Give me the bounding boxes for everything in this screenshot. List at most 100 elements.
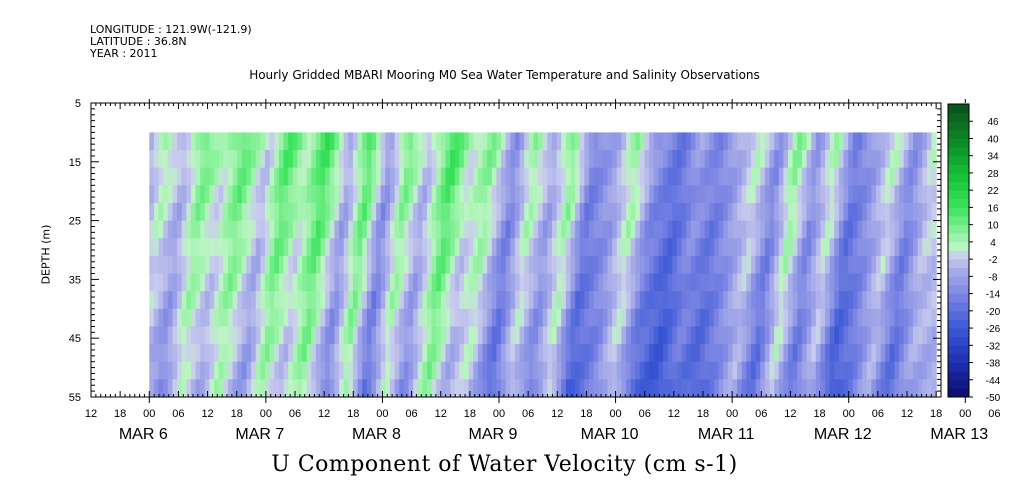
heat-cell (218, 344, 224, 363)
heat-cell (473, 326, 479, 345)
heat-cell (903, 273, 909, 292)
heat-cell (616, 361, 622, 380)
heat-cell (709, 344, 715, 363)
heat-cell (491, 202, 498, 222)
heat-cell (260, 308, 266, 328)
heat-cell (713, 291, 720, 310)
heat-cell (445, 255, 451, 275)
heat-cell (681, 185, 687, 204)
heat-cell (297, 150, 303, 169)
heat-cell (843, 255, 849, 275)
heat-cell (237, 361, 243, 380)
heat-cell (371, 150, 377, 169)
heat-cell (718, 202, 724, 222)
heat-cell (255, 361, 261, 380)
heat-cell (167, 326, 174, 345)
heat-cell (292, 167, 298, 186)
heat-cell (496, 202, 502, 222)
heat-cell (440, 238, 447, 257)
heat-cell (227, 132, 234, 151)
heat-cell (709, 361, 715, 380)
heat-cell (811, 361, 817, 380)
heat-cell (501, 220, 507, 239)
heat-cell (732, 326, 738, 345)
heat-cell (376, 150, 382, 169)
heat-cell (653, 220, 660, 239)
heat-cell (547, 291, 553, 310)
heat-cell (501, 185, 507, 204)
heat-cell (464, 220, 470, 239)
heat-cell (755, 344, 761, 363)
heat-cell (454, 132, 460, 151)
heat-cell (209, 185, 215, 204)
heat-cell (551, 185, 558, 204)
heat-cell (602, 167, 609, 186)
heat-cell (589, 273, 595, 292)
heat-cell (825, 326, 831, 345)
colorbar-label: -20 (986, 307, 1001, 318)
heat-cell (903, 167, 909, 186)
heat-cell (158, 273, 164, 292)
heat-cell (825, 344, 831, 363)
heat-cell (394, 202, 400, 222)
heat-cell (565, 167, 572, 186)
heat-cell (579, 379, 585, 398)
heat-cell (639, 273, 646, 292)
heat-cell (718, 379, 724, 398)
heat-cell (403, 150, 410, 169)
heat-cell (788, 273, 794, 292)
colorbar-label: -38 (986, 359, 1001, 370)
heat-cell (380, 344, 386, 363)
heat-cell (195, 308, 201, 328)
heat-cell (723, 132, 729, 151)
heat-cell (510, 273, 516, 292)
heat-cell (371, 308, 377, 328)
heat-cell (727, 150, 734, 169)
heat-cell (514, 167, 521, 186)
heat-cell (746, 255, 752, 275)
heat-cell (505, 291, 511, 310)
heat-cell (283, 273, 289, 292)
heat-cell (769, 202, 775, 222)
heat-cell (871, 361, 877, 380)
heat-cell (547, 255, 553, 275)
heat-cell (204, 255, 211, 275)
heat-cell (241, 132, 248, 151)
heat-cell (427, 132, 433, 151)
heat-cell (491, 150, 498, 169)
heat-cell (297, 344, 303, 363)
heat-cell (626, 238, 632, 257)
heat-cell (163, 361, 169, 380)
heat-cell (265, 379, 271, 398)
x-hour-label: 00 (959, 408, 971, 420)
heat-cell (260, 291, 266, 310)
heat-cell (408, 326, 414, 345)
heat-cell (491, 167, 498, 186)
heat-cell (283, 202, 289, 222)
heat-cell (723, 150, 729, 169)
heat-cell (815, 308, 822, 328)
heat-cell (394, 185, 400, 204)
heat-cell (172, 220, 178, 239)
heat-cell (723, 185, 729, 204)
heat-cell (829, 273, 835, 292)
heat-cell (223, 273, 229, 292)
heat-cell (232, 132, 238, 151)
heat-cell (686, 132, 692, 151)
heat-cell (630, 132, 636, 151)
heat-cell (774, 238, 780, 257)
heat-cell (760, 150, 766, 169)
heat-cell (769, 273, 775, 292)
heat-cell (630, 308, 636, 328)
heat-cell (255, 220, 261, 239)
heat-cell (621, 361, 627, 380)
heat-cell (880, 167, 886, 186)
heat-cell (672, 255, 678, 275)
heat-cell (223, 150, 229, 169)
heat-cell (700, 291, 706, 310)
heat-cell (727, 238, 734, 257)
heat-cell (232, 379, 238, 398)
heat-cell (885, 185, 891, 204)
x-hour-label: 18 (813, 408, 825, 420)
heat-cell (639, 132, 646, 151)
